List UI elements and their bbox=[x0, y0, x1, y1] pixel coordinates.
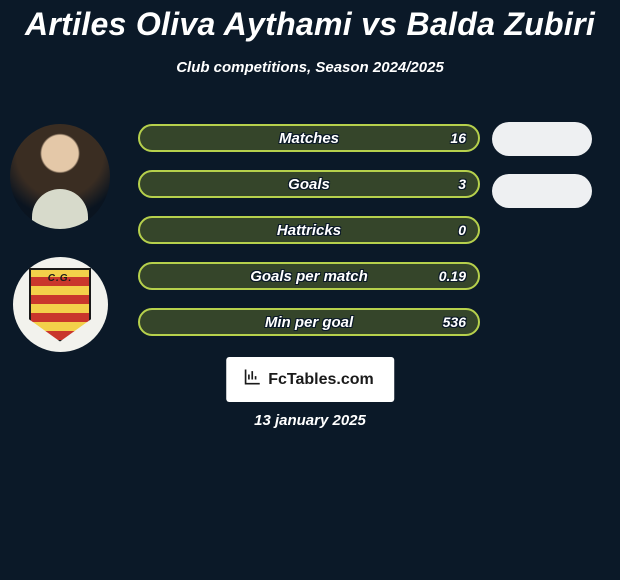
stat-label: Hattricks bbox=[140, 222, 478, 239]
stat-label: Matches bbox=[140, 130, 478, 147]
stat-row-goals: Goals 3 bbox=[138, 170, 480, 198]
page-title: Artiles Oliva Aythami vs Balda Zubiri bbox=[0, 0, 620, 43]
stat-label: Goals bbox=[140, 176, 478, 193]
stat-value: 0 bbox=[458, 222, 466, 238]
stat-label: Min per goal bbox=[140, 314, 478, 331]
brand-badge: FcTables.com bbox=[226, 357, 394, 402]
footer-date: 13 january 2025 bbox=[0, 412, 620, 429]
stats-bars: Matches 16 Goals 3 Hattricks 0 Goals per… bbox=[138, 124, 480, 336]
stat-value: 0.19 bbox=[439, 268, 466, 284]
stat-label: Goals per match bbox=[140, 268, 478, 285]
stat-row-min-per-goal: Min per goal 536 bbox=[138, 308, 480, 336]
stat-row-hattricks: Hattricks 0 bbox=[138, 216, 480, 244]
stat-row-goals-per-match: Goals per match 0.19 bbox=[138, 262, 480, 290]
opponent-stat-blank bbox=[492, 122, 592, 156]
barchart-icon bbox=[242, 367, 262, 392]
stat-value: 16 bbox=[450, 130, 466, 146]
subtitle: Club competitions, Season 2024/2025 bbox=[0, 59, 620, 76]
opponent-stat-blank bbox=[492, 174, 592, 208]
stat-value: 3 bbox=[458, 176, 466, 192]
right-column bbox=[490, 122, 594, 208]
club-crest bbox=[29, 268, 91, 342]
left-column bbox=[10, 124, 110, 352]
club-logo bbox=[13, 257, 108, 352]
player-photo bbox=[10, 124, 110, 229]
stat-row-matches: Matches 16 bbox=[138, 124, 480, 152]
stat-value: 536 bbox=[443, 314, 466, 330]
brand-label: FcTables.com bbox=[268, 371, 374, 389]
